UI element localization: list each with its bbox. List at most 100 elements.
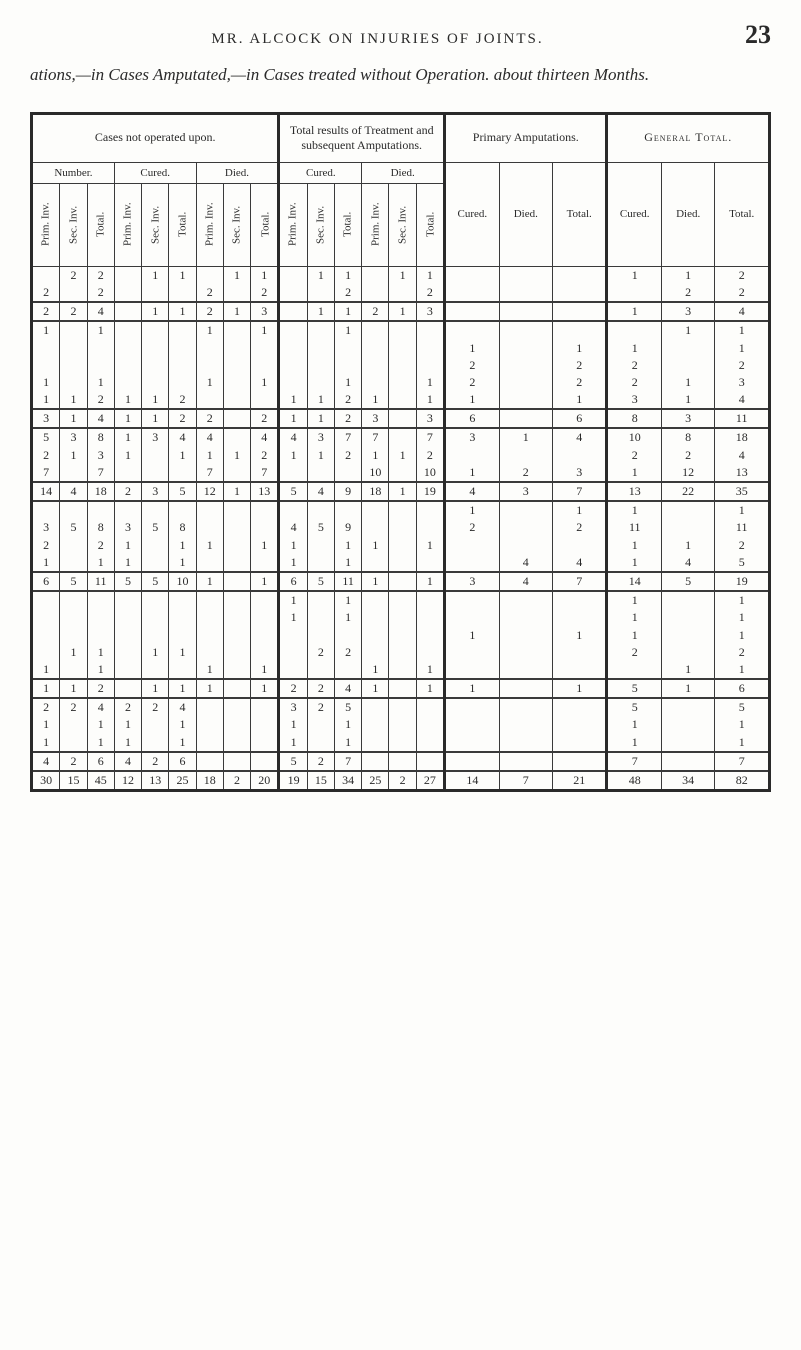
cell: 1 xyxy=(389,266,416,284)
cell: 1 xyxy=(87,321,114,339)
cell: 1 xyxy=(334,716,361,733)
cell: 1 xyxy=(715,661,770,679)
cell xyxy=(142,501,169,519)
cell: 2 xyxy=(715,357,770,374)
cell: 4 xyxy=(60,482,87,501)
cell: 1 xyxy=(142,409,169,428)
cell: 1 xyxy=(142,679,169,698)
cell: 3 xyxy=(279,698,307,716)
cell: 1 xyxy=(334,734,361,752)
cell: 5 xyxy=(279,482,307,501)
cell xyxy=(196,554,223,572)
cell xyxy=(32,591,60,609)
col-prim-inv-: Prim. Inv. xyxy=(279,183,307,266)
cell: 2 xyxy=(60,266,87,284)
cell xyxy=(279,464,307,482)
cell xyxy=(87,591,114,609)
cell: 34 xyxy=(661,771,714,791)
cell xyxy=(223,554,250,572)
cell xyxy=(142,537,169,554)
cell: 1 xyxy=(416,572,444,591)
cell: 12 xyxy=(661,464,714,482)
cell: 1 xyxy=(416,391,444,409)
cell xyxy=(416,716,444,733)
group-cases-not-operated: Cases not operated upon. xyxy=(32,113,279,162)
col-total: Total. xyxy=(552,162,607,266)
cell: 1 xyxy=(169,679,196,698)
cell: 2 xyxy=(142,698,169,716)
group-primary-amputations: Primary Amputations. xyxy=(445,113,607,162)
cell: 1 xyxy=(307,302,334,321)
cell xyxy=(389,591,416,609)
cell: 2 xyxy=(60,752,87,771)
cell xyxy=(307,627,334,644)
cell xyxy=(307,554,334,572)
cell: 14 xyxy=(32,482,60,501)
cell xyxy=(362,591,389,609)
cell: 7 xyxy=(552,572,607,591)
cell xyxy=(499,284,552,302)
cell: 3 xyxy=(60,428,87,446)
cell xyxy=(87,357,114,374)
cell xyxy=(362,627,389,644)
cell xyxy=(142,591,169,609)
cell xyxy=(389,340,416,357)
cell xyxy=(362,752,389,771)
cell: 1 xyxy=(334,554,361,572)
cell: 11 xyxy=(715,409,770,428)
cell: 4 xyxy=(32,752,60,771)
running-head: MR. ALCOCK ON INJURIES OF JOINTS. xyxy=(30,31,725,48)
cell: 13 xyxy=(607,482,662,501)
cell: 45 xyxy=(87,771,114,791)
cell xyxy=(223,501,250,519)
col-sec-inv-: Sec. Inv. xyxy=(60,183,87,266)
cell xyxy=(251,752,279,771)
cell: 1 xyxy=(389,482,416,501)
cell xyxy=(196,391,223,409)
cell xyxy=(279,284,307,302)
cell xyxy=(196,734,223,752)
cell: 1 xyxy=(661,321,714,339)
col-gen-died: Died. xyxy=(661,162,714,266)
cell xyxy=(279,302,307,321)
cell xyxy=(389,661,416,679)
cell xyxy=(307,716,334,733)
cell: 19 xyxy=(715,572,770,591)
cell: 1 xyxy=(223,447,250,464)
cell: 1 xyxy=(32,716,60,733)
cell xyxy=(114,266,141,284)
cell: 1 xyxy=(169,447,196,464)
cell: 1 xyxy=(362,537,389,554)
cell xyxy=(307,501,334,519)
cell: 1 xyxy=(114,391,141,409)
table-row: 22422432555 xyxy=(32,698,770,716)
cell xyxy=(552,716,607,733)
cell xyxy=(445,537,500,554)
cell: 1 xyxy=(169,734,196,752)
col-sec-inv-: Sec. Inv. xyxy=(389,183,416,266)
cell xyxy=(251,519,279,536)
cell: 2 xyxy=(715,644,770,661)
cell: 10 xyxy=(169,572,196,591)
cell xyxy=(416,321,444,339)
page-number: 23 xyxy=(745,20,771,50)
cell xyxy=(279,661,307,679)
cell xyxy=(279,627,307,644)
cell: 1 xyxy=(661,661,714,679)
cell: 2 xyxy=(307,698,334,716)
cell xyxy=(142,340,169,357)
cell xyxy=(307,357,334,374)
cell xyxy=(389,501,416,519)
cell: 1 xyxy=(32,321,60,339)
cell: 21 xyxy=(552,771,607,791)
cell xyxy=(499,679,552,698)
cell: 27 xyxy=(416,771,444,791)
cell xyxy=(223,698,250,716)
cell: 1 xyxy=(416,661,444,679)
cell xyxy=(251,698,279,716)
cell: 1 xyxy=(279,447,307,464)
cell xyxy=(362,357,389,374)
cell: 1 xyxy=(416,266,444,284)
cell: 7 xyxy=(251,464,279,482)
cell xyxy=(142,284,169,302)
